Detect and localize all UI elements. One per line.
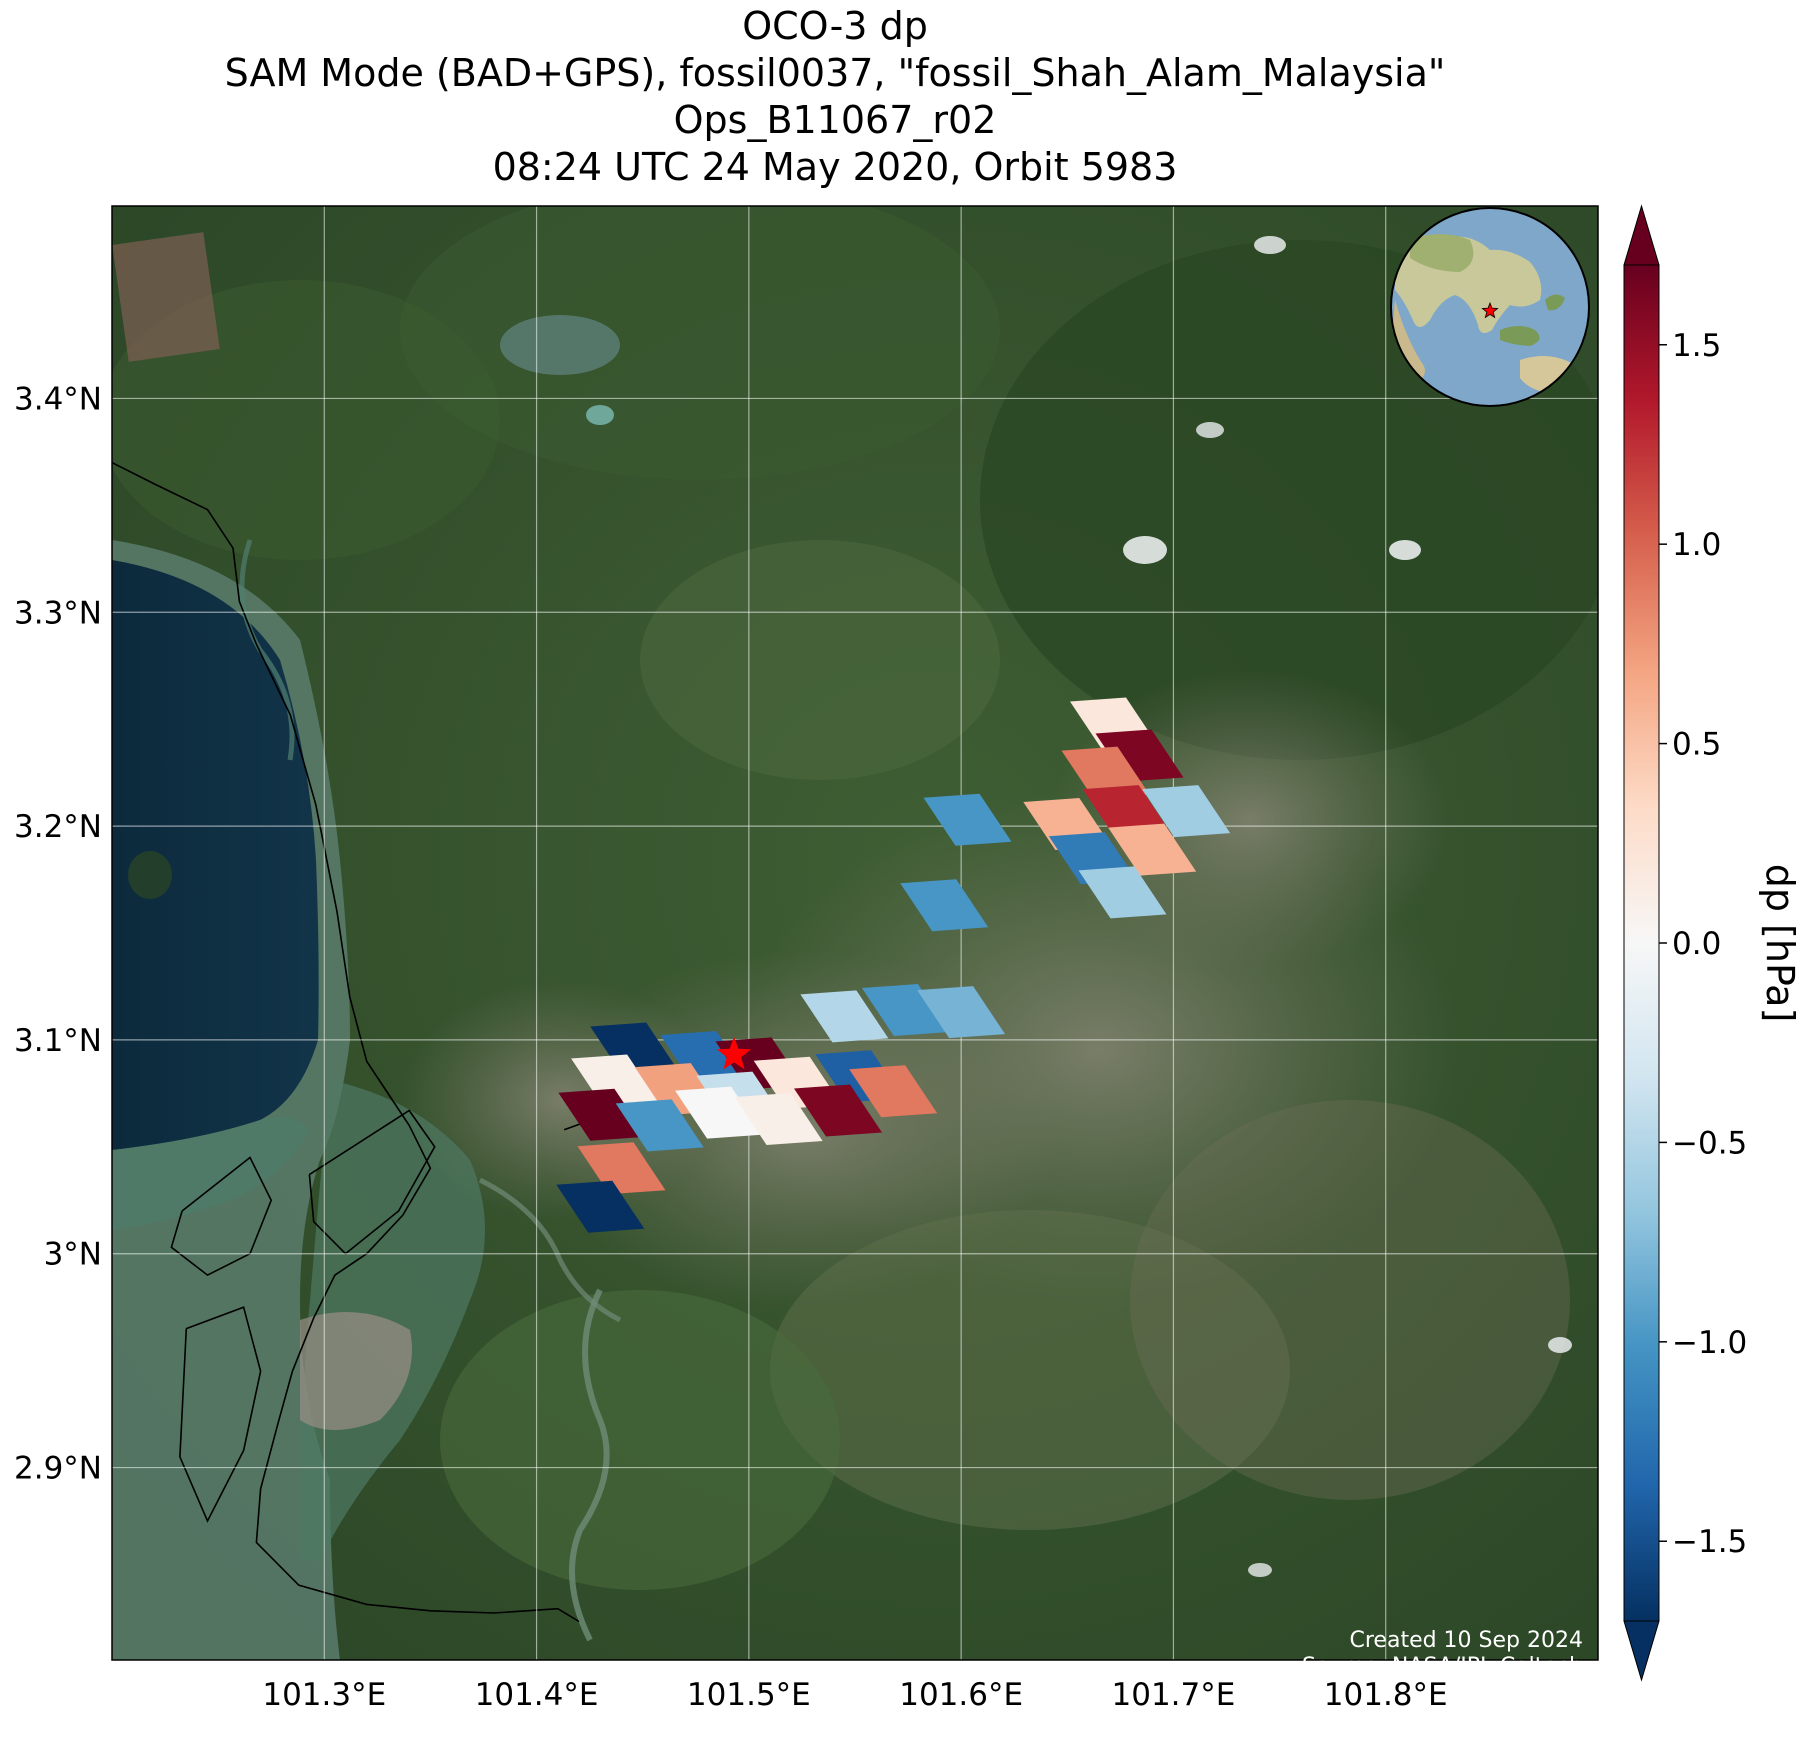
title-line-1: OCO-3 dp [742, 4, 928, 48]
sounding-footprint [1142, 785, 1231, 838]
satellite-basemap [112, 206, 1598, 1660]
sounding-footprint [734, 1093, 823, 1145]
sounding-footprint [794, 1084, 882, 1137]
inset-globe [1390, 207, 1590, 407]
lon-tick-label: 101.7°E [1112, 1677, 1236, 1713]
map-frame [111, 205, 1599, 1661]
sounding-footprint [800, 990, 889, 1043]
colorbar-ticks: 1.5 1.0 0.5 0.0 −0.5 −1.0 −1.5 [1659, 328, 1747, 1560]
colorbar-tick-label: 1.5 [1672, 328, 1721, 364]
lon-tick-label: 101.5°E [687, 1677, 811, 1713]
coast-line [308, 1109, 436, 1255]
coast-line [179, 1306, 262, 1523]
colorbar-tick-label: 0.5 [1672, 727, 1721, 763]
title-line-2: SAM Mode (BAD+GPS), fossil0037, "fossil_… [224, 51, 1446, 95]
lat-tick-label: 3°N [44, 1237, 102, 1273]
lon-tick-label: 101.4°E [475, 1677, 599, 1713]
coast-line [112, 461, 580, 1623]
sounding-footprint [615, 1099, 704, 1152]
sounding-footprint [1082, 785, 1171, 838]
sounding-footprint [1108, 823, 1197, 876]
lon-tick-label: 101.8°E [1324, 1677, 1448, 1713]
sounding-footprint [1061, 746, 1150, 799]
sounding-footprint [900, 879, 989, 932]
colorbar-label: dp [hPa] [1758, 864, 1802, 1023]
globe-target-star-icon [1481, 301, 1499, 319]
title-line-3: Ops_B11067_r02 [673, 98, 997, 142]
title-line-4: 08:24 UTC 24 May 2020, Orbit 5983 [492, 145, 1178, 189]
colorbar-tick-label: −1.0 [1672, 1325, 1747, 1361]
lat-tick-label: 3.2°N [14, 809, 102, 845]
colorbar: 1.5 1.0 0.5 0.0 −0.5 −1.0 −1.5 [1623, 204, 1747, 1682]
sounding-footprint [590, 1022, 679, 1075]
lat-tick-label: 3.1°N [14, 1023, 102, 1059]
colorbar-tick-label: 1.0 [1672, 527, 1721, 563]
gridlines [112, 206, 1598, 1660]
sounding-footprint [571, 1054, 660, 1107]
sounding-footprints [556, 697, 1231, 1233]
coastline [112, 461, 596, 1623]
colorbar-extend-bottom [1623, 1620, 1660, 1682]
lon-tick-label: 101.3°E [262, 1677, 386, 1713]
sounding-footprint [1095, 729, 1184, 782]
sounding-footprint [917, 986, 1006, 1039]
lat-tick-label: 2.9°N [14, 1451, 102, 1487]
colorbar-tick-label: −1.5 [1672, 1524, 1747, 1560]
sounding-footprint [923, 793, 1012, 846]
sounding-footprint [861, 984, 950, 1036]
sounding-footprint [558, 1088, 647, 1141]
sounding-footprint [556, 1180, 645, 1233]
colorbar-tick-label: −0.5 [1672, 1125, 1747, 1161]
credit-line-1: Created 10 Sep 2024 [1350, 1628, 1584, 1653]
sounding-footprint [1078, 866, 1167, 919]
sounding-footprint [849, 1065, 938, 1118]
sounding-footprint [577, 1142, 666, 1195]
lat-tick-label: 3.3°N [14, 595, 102, 631]
colorbar-extend-top [1623, 204, 1660, 266]
target-star-icon [716, 1036, 752, 1070]
lon-tick-label: 101.6°E [899, 1677, 1023, 1713]
lat-tick-label: 3.4°N [14, 381, 102, 417]
colorbar-tick-label: 0.0 [1672, 926, 1721, 962]
sounding-footprint [675, 1086, 764, 1139]
longitude-labels: 101.3°E 101.4°E 101.5°E 101.6°E 101.7°E 101.8… [262, 1677, 1447, 1713]
latitude-labels: 3.4°N 3.3°N 3.2°N 3.1°N 3°N 2.9°N [14, 381, 102, 1486]
sounding-footprint [660, 1031, 749, 1083]
credit-line-2: Source: NASA/JPL-Caltech [1302, 1654, 1583, 1679]
